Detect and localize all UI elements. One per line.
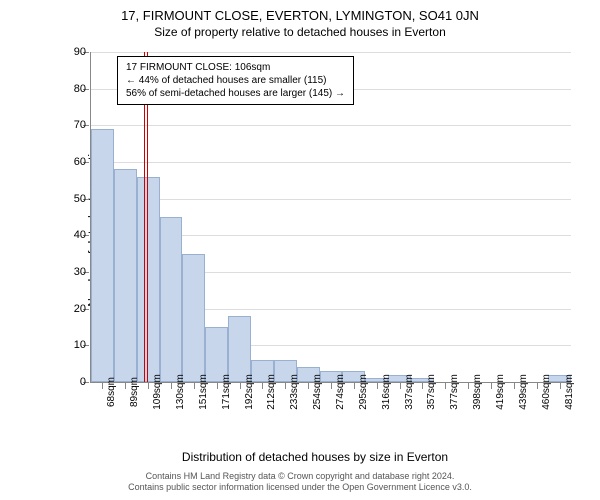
chart-container: Number of detached properties 0102030405… xyxy=(60,52,570,407)
xtick-label: 274sqm xyxy=(335,374,346,410)
ytick-label: 20 xyxy=(74,303,86,315)
xtick-label: 171sqm xyxy=(221,374,232,410)
xtick-label: 481sqm xyxy=(564,374,575,410)
xtick xyxy=(331,383,332,389)
plot-area: 010203040506070809068sqm89sqm109sqm130sq… xyxy=(90,52,571,383)
gridline xyxy=(91,199,571,200)
xtick xyxy=(102,383,103,389)
xtick-label: 295sqm xyxy=(358,374,369,410)
ytick-label: 40 xyxy=(74,229,86,241)
xtick-label: 337sqm xyxy=(404,374,415,410)
xtick xyxy=(354,383,355,389)
xtick-label: 233sqm xyxy=(289,374,300,410)
ytick-label: 70 xyxy=(74,119,86,131)
histogram-bar xyxy=(160,217,183,382)
xtick xyxy=(194,383,195,389)
xtick xyxy=(468,383,469,389)
xtick xyxy=(400,383,401,389)
xtick-label: 419sqm xyxy=(495,374,506,410)
xtick xyxy=(422,383,423,389)
xtick-label: 398sqm xyxy=(472,374,483,410)
annotation-line1: 17 FIRMOUNT CLOSE: 106sqm xyxy=(126,61,345,74)
histogram-bar xyxy=(182,254,205,382)
xtick xyxy=(240,383,241,389)
gridline xyxy=(91,52,571,53)
histogram-bar xyxy=(114,169,137,382)
xtick-label: 439sqm xyxy=(518,374,529,410)
xtick xyxy=(537,383,538,389)
xtick-label: 192sqm xyxy=(244,374,255,410)
xtick-label: 151sqm xyxy=(198,374,209,410)
footer-text: Contains HM Land Registry data © Crown c… xyxy=(0,471,600,494)
chart-title: 17, FIRMOUNT CLOSE, EVERTON, LYMINGTON, … xyxy=(0,0,600,23)
xtick-label: 212sqm xyxy=(266,374,277,410)
histogram-bar xyxy=(228,316,251,382)
ytick-label: 90 xyxy=(74,46,86,58)
ytick-label: 0 xyxy=(80,376,86,388)
annotation-line3: 56% of semi-detached houses are larger (… xyxy=(126,87,345,100)
xtick xyxy=(308,383,309,389)
xtick xyxy=(217,383,218,389)
xtick xyxy=(125,383,126,389)
x-axis-label: Distribution of detached houses by size … xyxy=(60,450,570,464)
xtick-label: 109sqm xyxy=(152,374,163,410)
ytick-label: 60 xyxy=(74,156,86,168)
xtick-label: 130sqm xyxy=(175,374,186,410)
ytick-label: 10 xyxy=(74,339,86,351)
ytick-label: 30 xyxy=(74,266,86,278)
xtick-label: 254sqm xyxy=(312,374,323,410)
gridline xyxy=(91,162,571,163)
annotation-line2: ← 44% of detached houses are smaller (11… xyxy=(126,74,345,87)
xtick xyxy=(445,383,446,389)
xtick xyxy=(514,383,515,389)
xtick xyxy=(262,383,263,389)
xtick xyxy=(148,383,149,389)
xtick-label: 357sqm xyxy=(426,374,437,410)
xtick xyxy=(560,383,561,389)
xtick xyxy=(285,383,286,389)
footer-line1: Contains HM Land Registry data © Crown c… xyxy=(0,471,600,483)
xtick-label: 316sqm xyxy=(381,374,392,410)
xtick xyxy=(377,383,378,389)
histogram-bar xyxy=(91,129,114,382)
xtick-label: 68sqm xyxy=(106,377,117,407)
chart-subtitle: Size of property relative to detached ho… xyxy=(0,23,600,39)
xtick-label: 89sqm xyxy=(129,377,140,407)
footer-line2: Contains public sector information licen… xyxy=(0,482,600,494)
annotation-box: 17 FIRMOUNT CLOSE: 106sqm ← 44% of detac… xyxy=(117,56,354,105)
xtick xyxy=(491,383,492,389)
xtick-label: 460sqm xyxy=(541,374,552,410)
ytick-label: 50 xyxy=(74,193,86,205)
gridline xyxy=(91,125,571,126)
xtick-label: 377sqm xyxy=(449,374,460,410)
ytick-label: 80 xyxy=(74,83,86,95)
xtick xyxy=(171,383,172,389)
